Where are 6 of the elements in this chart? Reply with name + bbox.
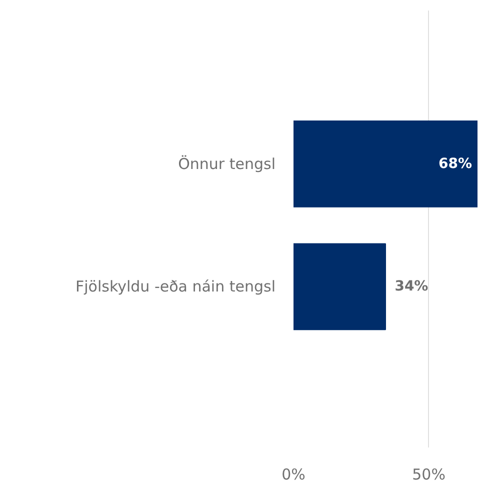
x-tick-label: 0% bbox=[282, 466, 306, 484]
data-label: 34% bbox=[394, 278, 428, 295]
data-label: 68% bbox=[438, 156, 472, 172]
x-tick-label: 50% bbox=[412, 466, 446, 484]
y-tick-label: Önnur tengsl bbox=[178, 154, 276, 173]
y-tick-label: Fjölskyldu -eða náin tengsl bbox=[76, 278, 276, 296]
